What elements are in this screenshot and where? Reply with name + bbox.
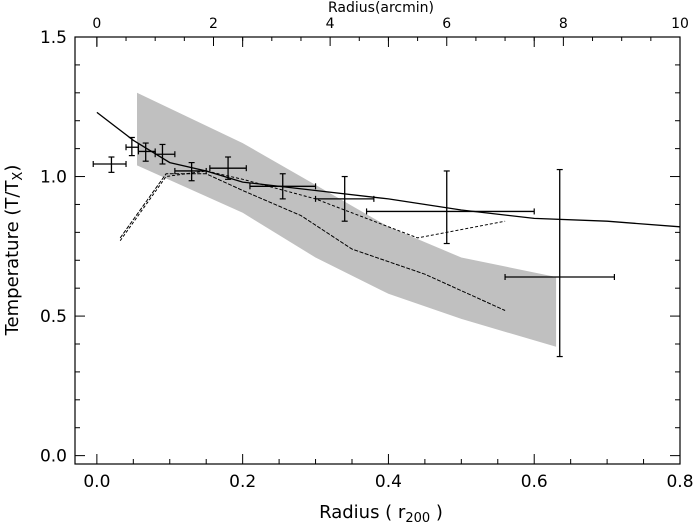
x-tick-label: 0.0 xyxy=(83,472,110,492)
model-lines-layer xyxy=(96,111,681,311)
plot-frame xyxy=(74,36,681,465)
shaded-band xyxy=(137,92,557,347)
top-tick-label: 6 xyxy=(442,16,451,32)
x-axis-title: Radius ( r200 ) xyxy=(319,502,443,526)
data-points-layer xyxy=(92,136,615,358)
data-point-7 xyxy=(249,173,317,200)
y-tick-label: 1.0 xyxy=(40,168,67,188)
y-axis-title: Temperature (T/TX) xyxy=(2,165,26,337)
y-tick-label: 0.5 xyxy=(40,307,67,327)
top-tick-label: 8 xyxy=(559,16,568,32)
data-point-1 xyxy=(92,156,127,173)
x-tick-label: 0.8 xyxy=(666,472,693,492)
data-point-6 xyxy=(209,156,247,180)
y-axis-title-close: ) xyxy=(2,165,23,172)
x-axis-title-main: Radius ( r xyxy=(319,502,406,523)
y-tick-label: 0.0 xyxy=(40,447,67,467)
x-tick-label: 0.2 xyxy=(229,472,256,492)
shaded-band-layer xyxy=(137,92,557,347)
x-axis-title-subscript: 200 xyxy=(405,511,430,526)
top-tick-label: 0 xyxy=(92,16,101,32)
top-tick-label: 4 xyxy=(326,16,335,32)
data-point-8 xyxy=(314,175,375,222)
data-point-10 xyxy=(504,168,615,358)
y-axis-title-main: Temperature (T/T xyxy=(2,180,23,337)
axis-ticks-layer: 0.0 0.2 0.4 0.6 0.8 0.0 0.5 1.0 1.5 0 2 4 6 8 10 xyxy=(40,16,694,492)
series-line-solid xyxy=(96,111,681,228)
x-tick-label: 0.6 xyxy=(521,472,548,492)
y-axis-title-subscript: X xyxy=(11,172,26,181)
top-axis-title: Radius(arcmin) xyxy=(328,0,434,16)
top-tick-label: 10 xyxy=(671,16,689,32)
data-point-4 xyxy=(154,143,176,165)
y-tick-label: 1.5 xyxy=(40,28,67,48)
series-line-long-dash xyxy=(119,173,506,311)
data-point-5 xyxy=(174,161,207,182)
data-point-9 xyxy=(365,170,535,245)
data-point-2 xyxy=(125,136,140,157)
top-tick-label: 2 xyxy=(209,16,218,32)
x-tick-label: 0.4 xyxy=(375,472,402,492)
x-axis-title-close: ) xyxy=(430,502,443,523)
series-line-short-dash xyxy=(119,170,506,241)
